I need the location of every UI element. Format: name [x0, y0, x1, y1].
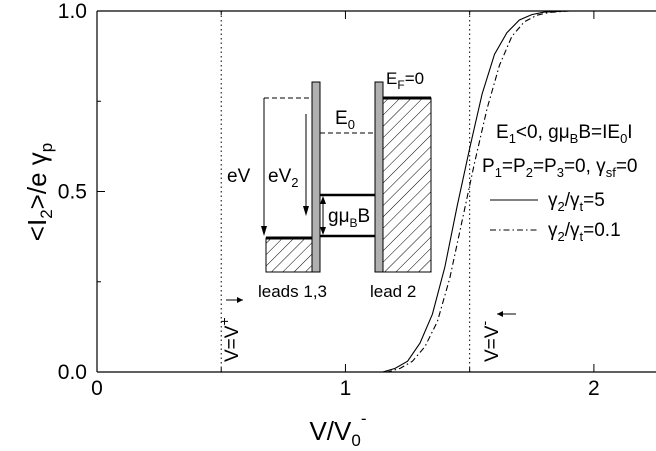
- ev2-label: eV2: [268, 166, 298, 190]
- gmb-label: gμBB: [328, 206, 370, 230]
- ef-label: EF=0: [386, 69, 424, 92]
- params-line-1: E1<0, gμBB=IE0I: [496, 122, 633, 146]
- lead-13-block: [265, 237, 313, 273]
- ev-label: eV: [227, 166, 251, 187]
- barrier-left: [311, 81, 321, 273]
- lead-2-block: [382, 97, 432, 273]
- params-line-2: P1=P2=P3=0, γsf=0: [482, 156, 637, 180]
- x-axis-title: V/V0-: [309, 409, 366, 450]
- legend-label-solid: γ2/γt=5: [548, 190, 605, 214]
- legend-label-dashdot: γ2/γt=0.1: [548, 220, 621, 244]
- lead-2-label: lead 2: [370, 282, 416, 301]
- ticks: 0 1 2 0.0 0.5 1.0: [58, 0, 600, 400]
- inset-diagram: EF=0 E0 eV eV2 gμBB leads 1,3 lead 2: [227, 69, 432, 301]
- series-layer: [345, 11, 656, 372]
- leads-13-label: leads 1,3: [258, 282, 327, 301]
- x-tick-label-1: 1: [340, 377, 352, 400]
- barrier-right: [374, 81, 384, 273]
- series-line-0: [345, 11, 656, 372]
- series-line-1: [345, 11, 656, 372]
- v-right-label: V=V-: [476, 311, 516, 362]
- v-left-label: V=V+: [216, 297, 243, 362]
- legend: γ2/γt=5 γ2/γt=0.1: [490, 190, 621, 244]
- x-tick-label-0: 0: [91, 377, 103, 400]
- svg-text:V=V+: V=V+: [216, 317, 243, 362]
- e0-label: E0: [335, 108, 355, 132]
- y-tick-label-1: 0.5: [58, 181, 87, 204]
- y-axis-title: <I2>/e γp: [22, 143, 56, 241]
- x-tick-label-2: 2: [588, 377, 600, 400]
- y-tick-label-0: 0.0: [58, 361, 87, 384]
- y-tick-label-2: 1.0: [58, 0, 87, 23]
- reference-vlines: [220, 11, 471, 372]
- svg-text:V=V-: V=V-: [476, 321, 503, 362]
